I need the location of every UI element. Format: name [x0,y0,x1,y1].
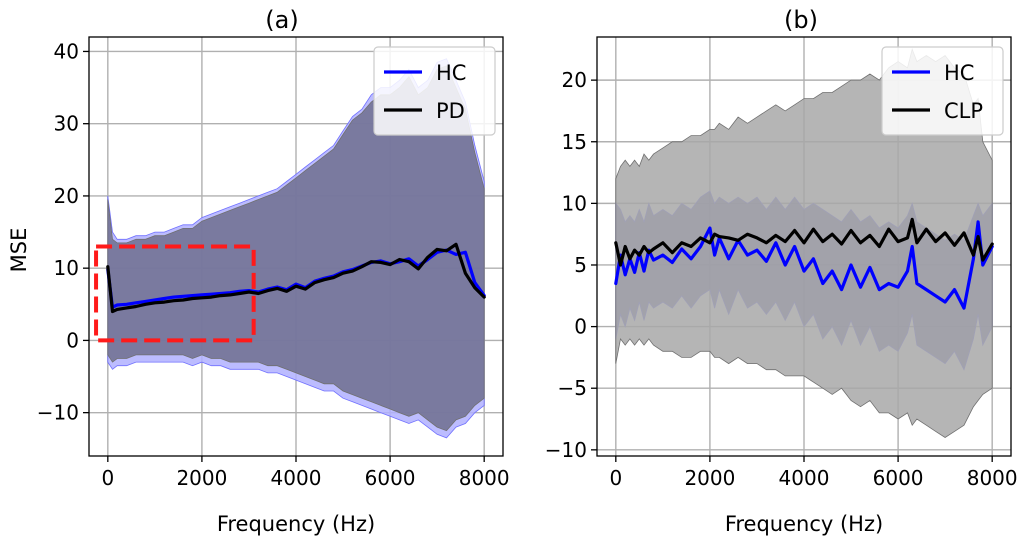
legend-box-b [881,46,1004,136]
highlight-box-a [94,244,256,343]
x-tick-label-b-2: 4000 [779,466,830,490]
x-tick-label-b-1: 2000 [684,466,735,490]
y-tick-label-a-0: −10 [37,401,79,425]
y-tick-label-a-2: 10 [54,256,79,280]
chart-title-b: (b) [784,6,818,34]
y-tick-label-b-3: 5 [574,253,587,277]
chart-panel-b: (b) 0 2000 4000 6000 8000 −10 −5 0 5 10 15 20 Frequ… [545,6,1018,536]
y-tick-label-b-2: 0 [574,315,587,339]
y-tick-label-b-5: 15 [562,130,587,154]
x-tick-label-a-2: 4000 [271,466,322,490]
chart-title-a: (a) [265,6,298,34]
x-axis-label-a: Frequency (Hz) [217,512,375,536]
y-tick-label-a-1: 0 [66,328,79,352]
y-tick-label-a-4: 30 [54,112,79,136]
x-tick-label-a-3: 6000 [365,466,416,490]
x-tick-label-b-0: 0 [609,466,622,490]
y-tick-label-a-5: 40 [54,39,79,63]
x-tick-label-a-1: 2000 [176,466,227,490]
legend-box-a [373,46,496,136]
ticks-b: 0 2000 4000 6000 8000 −10 −5 0 5 10 15 20 [545,68,1018,490]
x-axis-label-b: Frequency (Hz) [725,512,883,536]
x-tick-label-a-4: 8000 [459,466,510,490]
y-tick-label-a-3: 20 [54,184,79,208]
x-tick-label-a-0: 0 [101,466,114,490]
legend-label-hc-b: HC [944,61,974,85]
annotations-a [94,244,256,343]
legend-label-hc-a: HC [436,61,466,85]
x-tick-label-b-3: 6000 [873,466,924,490]
legend-label-clp-b: CLP [944,99,983,123]
line-pd-a [106,242,486,314]
line-clp-b [614,217,994,267]
y-tick-label-b-1: −5 [558,376,587,400]
ticks-a: 0 2000 4000 6000 8000 −10 0 10 20 30 40 [37,39,510,490]
legend-b: HC CLP [881,46,1004,136]
y-tick-label-b-6: 20 [562,68,587,92]
legend-a: HC PD [373,46,496,136]
line-hc-b [614,220,994,310]
y-tick-label-b-0: −10 [545,438,587,462]
y-tick-label-b-4: 10 [562,191,587,215]
legend-label-pd-a: PD [436,99,465,123]
lines-b [614,217,994,310]
lines-a [106,242,486,314]
x-tick-label-b-4: 8000 [967,466,1018,490]
y-axis-label-a: MSE [7,228,31,273]
chart-panel-a: (a) 0 2000 4000 6000 8000 −10 0 10 20 30 40 Freque… [7,6,510,536]
